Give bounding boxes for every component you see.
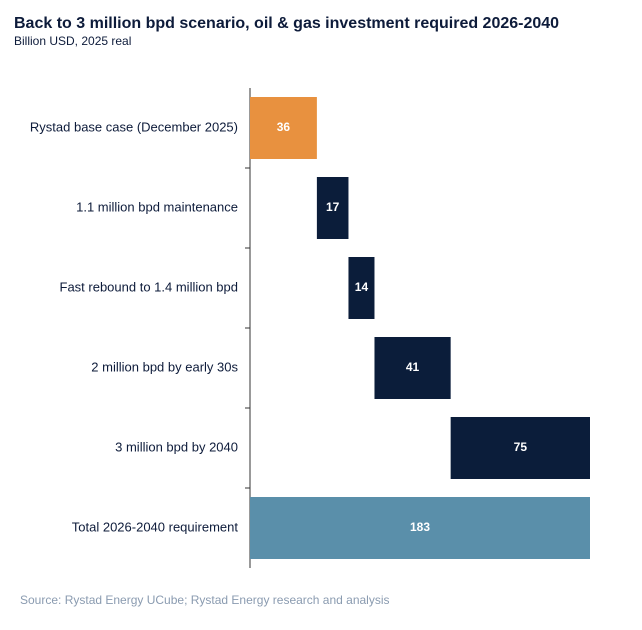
chart-subtitle: Billion USD, 2025 real [14,34,131,48]
y-tick-label: 1.1 million bpd maintenance [76,199,238,214]
chart-title: Back to 3 million bpd scenario, oil & ga… [14,15,559,32]
data-label: 17 [326,200,340,214]
bar [450,417,590,479]
source-note: Source: Rystad Energy UCube; Rystad Ener… [20,593,390,607]
data-label: 41 [406,360,420,374]
bar [348,257,375,319]
data-label: 183 [410,520,430,534]
data-label: 36 [277,120,291,134]
y-tick-label: Rystad base case (December 2025) [30,119,238,134]
y-tick-label: 2 million bpd by early 30s [91,359,238,374]
y-tick-label: Fast rebound to 1.4 million bpd [60,279,239,294]
bar [316,177,349,239]
y-tick-label: Total 2026-2040 requirement [72,519,239,534]
bar [250,97,317,159]
y-tick-label: 3 million bpd by 2040 [115,439,238,454]
data-label: 14 [355,280,369,294]
bar [374,337,451,399]
data-label: 75 [514,440,528,454]
bar [250,497,590,559]
